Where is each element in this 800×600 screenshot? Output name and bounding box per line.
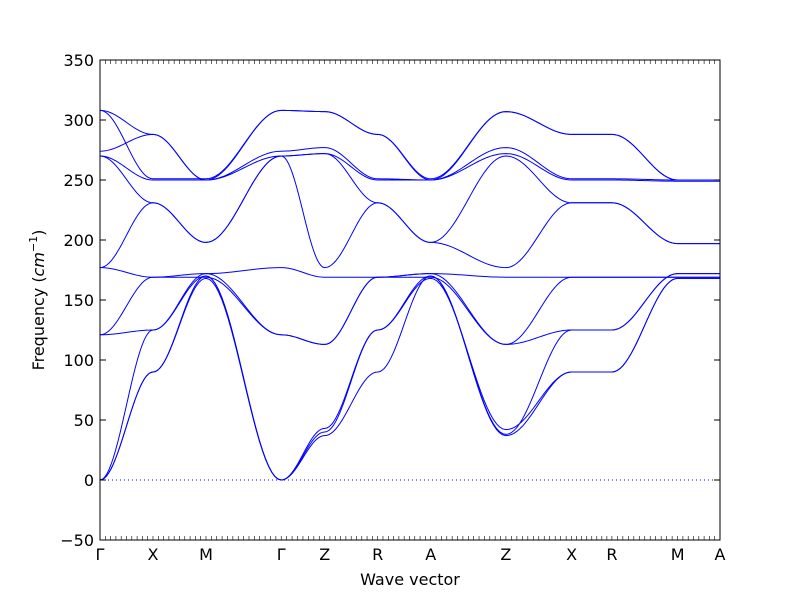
band-line-2 xyxy=(99,277,720,481)
x-tick-label: Z xyxy=(500,545,511,564)
y-tick-label: 350 xyxy=(63,51,94,70)
x-tick-label: Γ xyxy=(96,545,105,564)
x-tick-label: M xyxy=(671,545,685,564)
x-tick-label: Z xyxy=(319,545,330,564)
band-line-6 xyxy=(99,267,720,278)
band-line-12 xyxy=(99,109,720,181)
x-tick-label: X xyxy=(566,545,577,564)
plot-area-background xyxy=(100,60,720,540)
x-tick-label: R xyxy=(606,545,617,564)
band-line-8 xyxy=(99,153,720,245)
band-lines xyxy=(99,109,720,481)
x-tick-label: M xyxy=(199,545,213,564)
x-tick-label: A xyxy=(715,545,726,564)
y-tick-label: 50 xyxy=(74,411,94,430)
band-line-9 xyxy=(99,153,720,182)
x-tick-label: R xyxy=(372,545,383,564)
x-tick-label: Γ xyxy=(277,545,286,564)
plot-frame xyxy=(99,59,721,541)
y-tick-label: 150 xyxy=(63,291,94,310)
y-tick-label: −50 xyxy=(60,531,94,550)
x-tick-label: X xyxy=(148,545,159,564)
y-tick-label: 300 xyxy=(63,111,94,130)
y-tick-label: 200 xyxy=(63,231,94,250)
y-tick-label: 100 xyxy=(63,351,94,370)
x-tick-label: A xyxy=(425,545,436,564)
y-axis-label: Frequency (cm−1) xyxy=(27,230,48,371)
y-tick-label: 250 xyxy=(63,171,94,190)
x-axis-label: Wave vector xyxy=(360,570,460,589)
y-tick-label: 0 xyxy=(84,471,94,490)
